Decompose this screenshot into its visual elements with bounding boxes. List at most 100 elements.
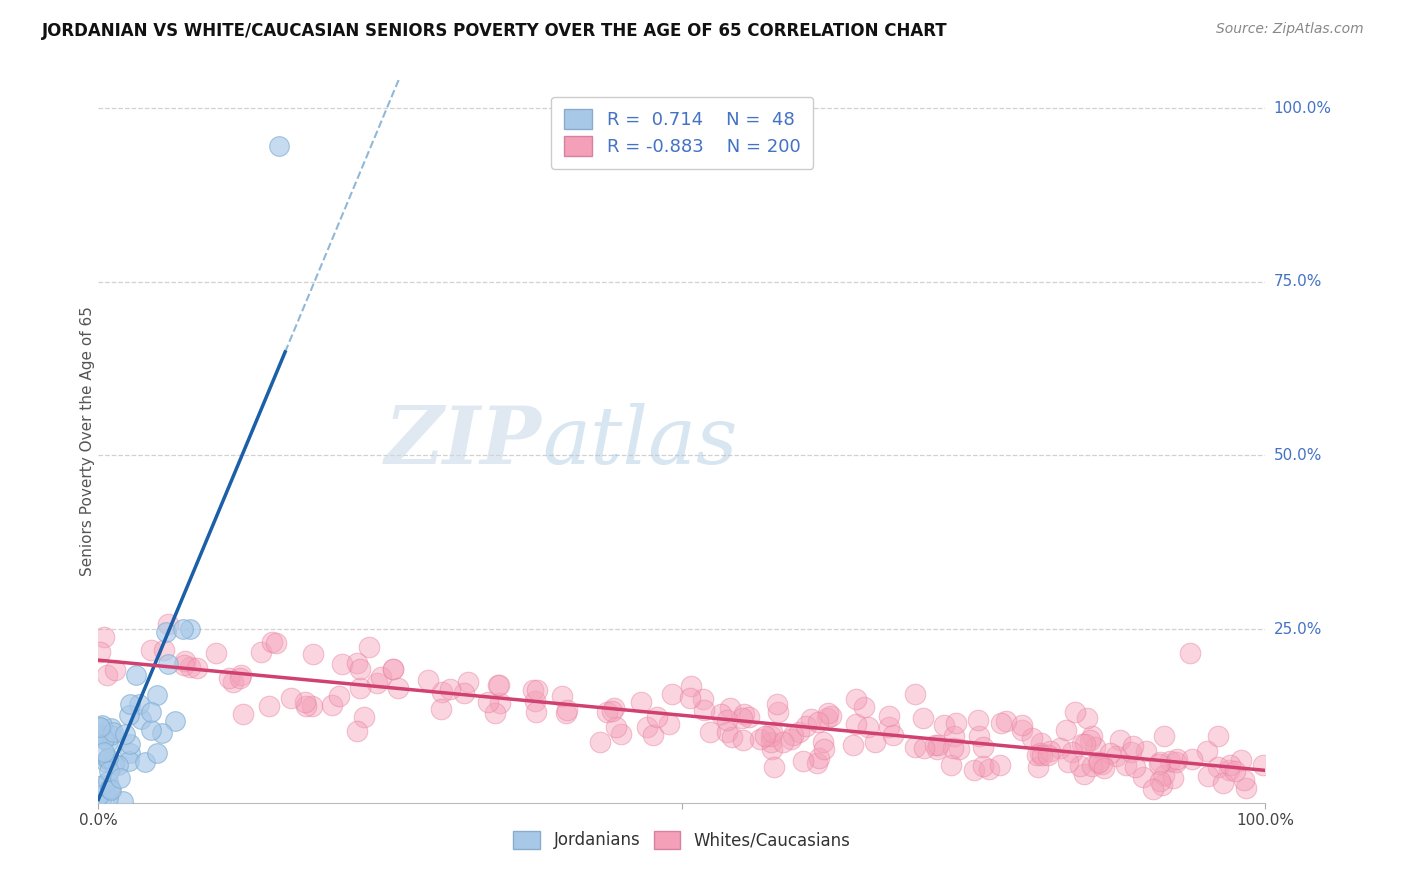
Point [97,751,120,765]
Point [845,716,868,731]
Point [98,781,121,796]
Point [1149,755,1171,769]
Point [489,696,512,710]
Point [101,725,124,739]
Point [1011,723,1033,737]
Point [382,662,405,676]
Point [972,739,994,754]
Point [641,728,664,742]
Point [1159,754,1181,768]
Point [1197,769,1219,783]
Point [90,778,112,792]
Point [97,735,120,749]
Point [942,730,965,744]
Point [813,742,835,756]
Point [229,671,252,685]
Point [1212,776,1234,790]
Point [120,697,142,711]
Point [979,762,1001,776]
Point [932,718,955,732]
Point [596,706,619,720]
Point [526,683,548,698]
Point [761,734,783,748]
Point [294,695,316,709]
Point [1234,780,1257,795]
Point [963,763,986,777]
Point [731,711,754,725]
Point [966,714,988,728]
Point [1181,752,1204,766]
Point [457,674,479,689]
Point [150,725,173,739]
Point [988,758,1011,772]
Point [222,674,245,689]
Point [349,662,371,676]
Point [589,735,612,749]
Point [302,648,325,662]
Point [1094,762,1116,776]
Point [904,687,927,701]
Point [1122,739,1144,754]
Point [294,698,316,713]
Point [141,706,163,720]
Point [912,740,935,755]
Point [737,710,759,724]
Point [603,701,626,715]
Point [693,703,716,717]
Point [681,679,703,693]
Point [555,702,578,716]
Point [1038,748,1060,763]
Point [636,720,658,734]
Point [155,625,177,640]
Point [1070,737,1092,751]
Point [1078,733,1101,747]
Point [100,780,122,795]
Point [710,707,733,722]
Point [925,742,948,756]
Text: atlas: atlas [541,403,737,480]
Point [1135,744,1157,758]
Y-axis label: Seniors Poverty Over the Age of 65: Seniors Poverty Over the Age of 65 [80,307,94,576]
Point [89,720,111,734]
Point [387,681,409,696]
Point [807,714,830,729]
Point [856,720,879,734]
Point [96,752,118,766]
Point [173,658,195,673]
Point [93,745,115,759]
Point [761,725,783,739]
Point [808,750,831,764]
Point [477,695,499,709]
Point [645,709,668,723]
Point [131,712,153,726]
Text: ZIP: ZIP [385,403,541,480]
Point [1069,759,1091,773]
Point [157,657,180,671]
Point [1206,729,1229,743]
Point [1076,711,1098,725]
Point [232,706,254,721]
Point [733,732,755,747]
Point [229,668,252,682]
Point [1115,758,1137,772]
Point [1233,773,1256,788]
Point [330,657,353,672]
Point [1029,746,1052,760]
Point [924,738,946,752]
Point [679,691,702,706]
Point [865,735,887,749]
Point [1026,760,1049,774]
Point [1132,770,1154,784]
Point [806,756,828,770]
Point [430,702,453,716]
Point [1149,773,1171,788]
Point [754,729,776,743]
Point [948,742,970,756]
Point [939,758,962,772]
Point [1064,705,1087,719]
Point [264,636,287,650]
Point [1074,737,1097,751]
Point [1091,756,1114,771]
Point [1150,778,1173,792]
Point [766,705,789,719]
